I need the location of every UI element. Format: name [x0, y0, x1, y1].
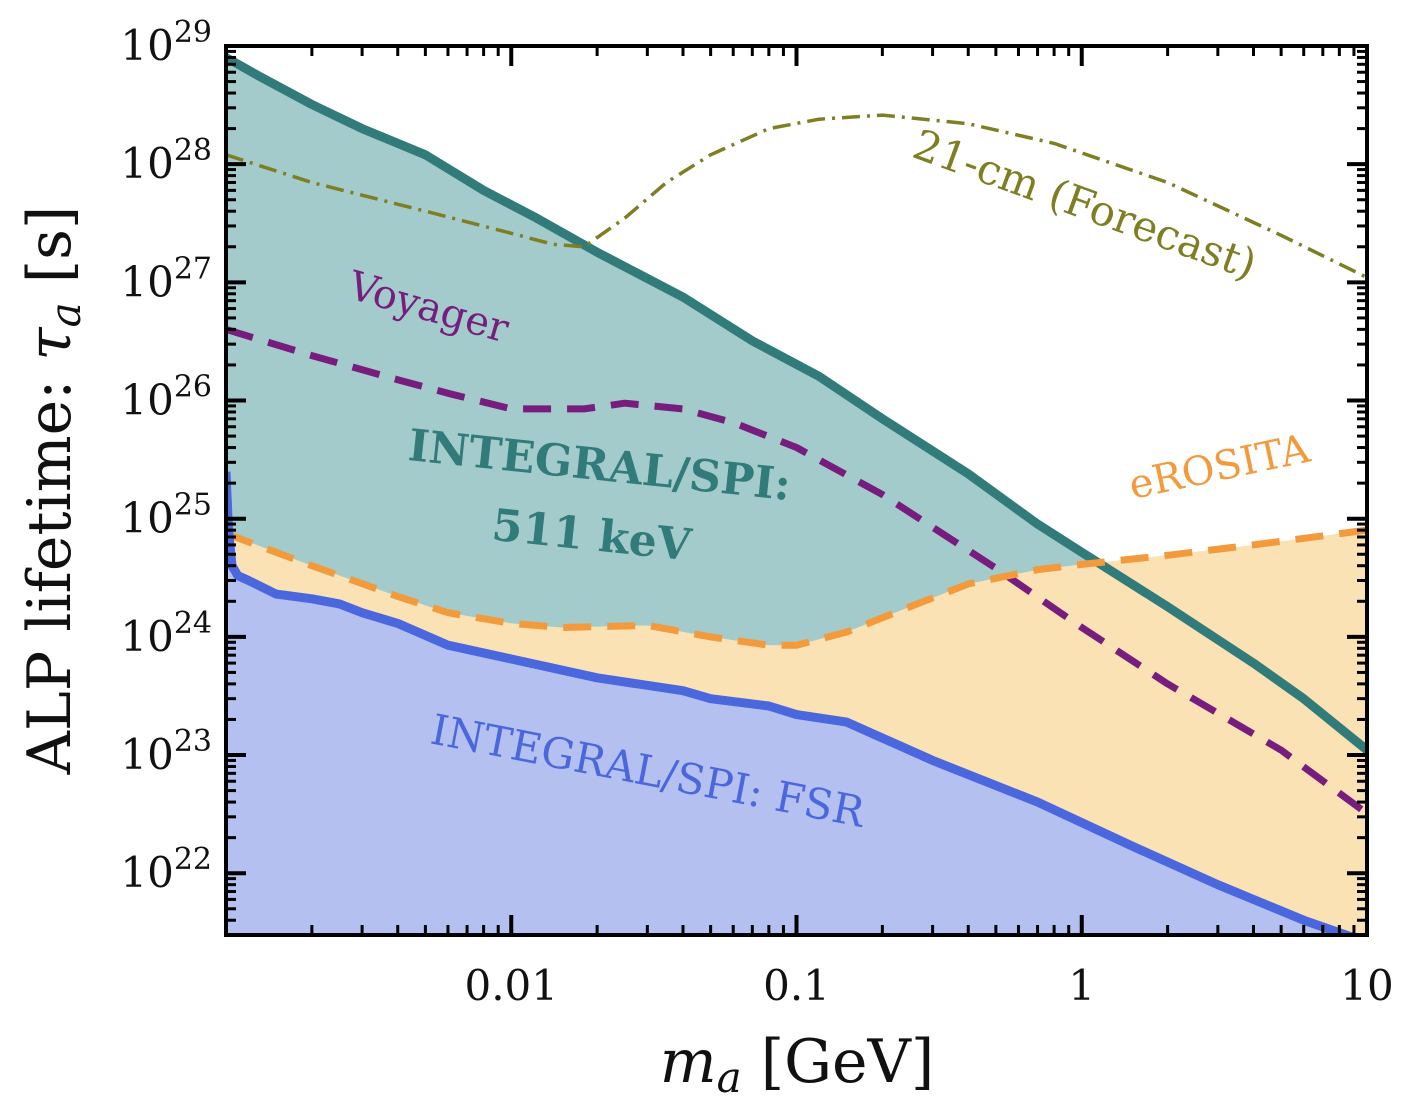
- x-tick-label: 0.1: [763, 961, 830, 1010]
- x-tick-label: 1: [1068, 961, 1095, 1010]
- series-line-0: [226, 53, 1367, 754]
- x-tick-label: 10: [1340, 961, 1393, 1010]
- y-tick-label: 1029: [120, 15, 212, 70]
- y-axis-title: ALP lifetime: τa [s]: [15, 206, 90, 776]
- series-fill-1: [226, 471, 1367, 935]
- y-tick-label: 1024: [120, 606, 212, 661]
- x-axis-title: ma [GeV]: [660, 1027, 935, 1102]
- y-tick-label: 1025: [120, 488, 212, 543]
- y-tick-label: 1022: [120, 842, 212, 897]
- x-tick-label: 0.01: [464, 961, 558, 1010]
- series-line-2: [226, 326, 1367, 817]
- plot-frame: [224, 44, 1369, 937]
- y-tick-label: 1023: [120, 724, 212, 779]
- y-tick-label: 1027: [120, 251, 212, 306]
- y-tick-label: 1028: [120, 133, 212, 188]
- series-lines: [226, 53, 1367, 935]
- series-line-4: [226, 113, 1367, 280]
- series-line-1: [226, 471, 1360, 935]
- tick-labels: 0.01 0.1 1 10 1022 1023 1024 1025 1026 1027 1028 10…: [120, 15, 1393, 1010]
- y-tick-label: 1026: [120, 370, 212, 425]
- series-line-3: [226, 526, 1367, 649]
